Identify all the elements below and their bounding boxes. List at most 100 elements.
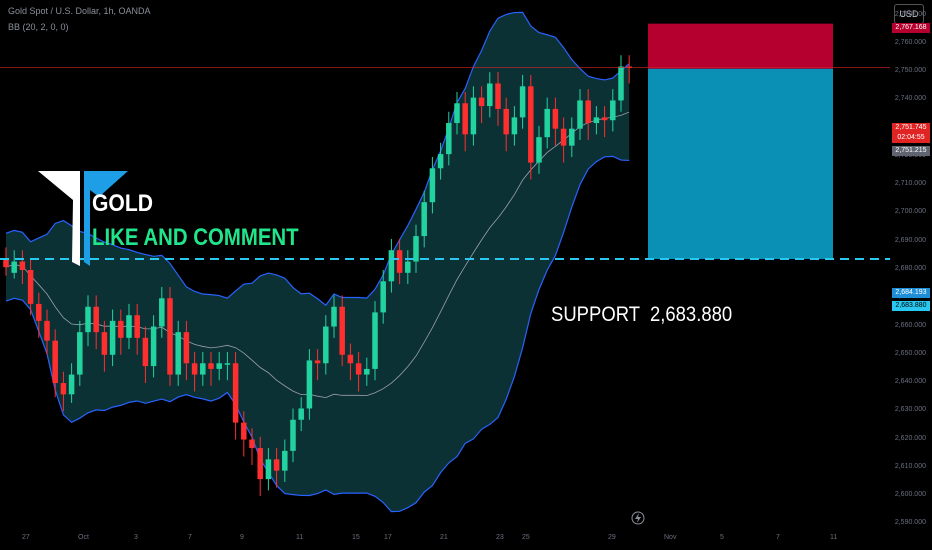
- candle-body: [36, 303, 42, 321]
- candle-body: [323, 326, 329, 364]
- candle-body: [593, 117, 600, 124]
- gold-logo-icon: [38, 171, 128, 266]
- candle-body: [232, 363, 239, 423]
- price-tick: 2,590.000: [894, 519, 926, 527]
- candle-body: [93, 306, 99, 333]
- candle-body: [396, 250, 403, 273]
- candle-body: [306, 360, 313, 409]
- lower-band: [5, 155, 630, 513]
- candle-body: [290, 419, 296, 451]
- candle-body: [544, 108, 550, 138]
- time-tick: 27: [22, 534, 30, 541]
- price-tick: 2,620.000: [894, 434, 926, 442]
- candle-body: [569, 128, 575, 146]
- candle-body: [372, 312, 378, 369]
- candle-body: [19, 261, 26, 270]
- price-tick: 2,690.000: [894, 236, 926, 244]
- candle-body: [175, 332, 181, 375]
- candle-body: [85, 306, 91, 333]
- price-tick: 2,610.000: [894, 462, 926, 470]
- price-tick: 2,760.000: [894, 38, 926, 46]
- candle-body: [134, 315, 140, 338]
- candle-body: [560, 128, 567, 146]
- price-tick: 2,770.000: [894, 10, 926, 18]
- candle-body: [52, 340, 58, 384]
- candle-body: [191, 363, 198, 375]
- candle-body: [11, 261, 17, 273]
- candle-body: [487, 83, 493, 107]
- candle-body: [405, 261, 411, 273]
- alert-icon[interactable]: [631, 511, 645, 525]
- symbol-header: Gold Spot / U.S. Dollar, 1h, OANDA: [8, 6, 151, 16]
- support-value: 2,683.880: [649, 303, 733, 326]
- time-tick: Nov: [664, 534, 677, 541]
- time-tick: 11: [296, 534, 304, 541]
- time-tick: 15: [352, 534, 360, 541]
- candle-body: [167, 298, 173, 375]
- candle-body: [314, 360, 321, 364]
- support-upper-tag: 2,684.193: [892, 288, 930, 298]
- support-annotation: SUPPORT 2,683.880: [551, 303, 732, 327]
- band-fill: [6, 12, 630, 512]
- candle-body: [347, 354, 354, 364]
- indicator-header: BB (20, 2, 0, 0): [8, 22, 69, 32]
- time-tick: 5: [720, 534, 724, 541]
- price-tick: 2,660.000: [894, 321, 926, 329]
- take-profit-zone: [648, 68, 833, 260]
- candle-body: [249, 439, 255, 449]
- candle-body: [478, 97, 485, 107]
- candle-body: [610, 100, 616, 121]
- candlestick-series: [3, 55, 632, 497]
- candle-body: [27, 270, 34, 304]
- candle-body: [470, 97, 477, 135]
- candle-body: [618, 66, 624, 101]
- time-tick: 29: [608, 534, 616, 541]
- risk-reward-zones: [648, 23, 833, 260]
- candle-body: [282, 450, 288, 471]
- candle-body: [126, 315, 132, 338]
- current-price-tag: 2,751.745: [892, 123, 930, 133]
- candle-body: [585, 100, 591, 124]
- candle-body: [273, 459, 280, 471]
- price-tick: 2,740.000: [894, 95, 926, 103]
- candle-body: [437, 154, 444, 169]
- candle-body: [77, 332, 83, 375]
- support-price-tag: 2,683.880: [892, 301, 930, 311]
- candle-body: [519, 86, 526, 118]
- candle-body: [462, 103, 468, 135]
- time-tick: 3: [134, 534, 138, 541]
- candle-body: [388, 250, 395, 282]
- price-tick: 2,700.000: [894, 208, 926, 216]
- countdown-tag: 02:04:55: [892, 133, 930, 143]
- bollinger-bands: [5, 11, 630, 513]
- candle-body: [503, 108, 509, 135]
- candle-body: [298, 408, 304, 420]
- candle-body: [536, 137, 542, 163]
- candle-body: [446, 123, 452, 155]
- candle-body: [60, 383, 67, 395]
- time-tick: 21: [440, 534, 448, 541]
- time-tick: 25: [522, 534, 530, 541]
- candle-body: [413, 236, 419, 262]
- price-levels: [0, 66, 890, 261]
- time-tick: 17: [384, 534, 392, 541]
- candle-body: [601, 117, 608, 121]
- time-tick: 11: [830, 534, 838, 541]
- price-tick: 2,640.000: [894, 378, 926, 386]
- candle-body: [142, 337, 149, 367]
- candle-body: [339, 306, 345, 355]
- candle-body: [364, 368, 370, 375]
- time-tick: Oct: [78, 534, 89, 541]
- candle-body: [265, 459, 272, 480]
- candle-body: [44, 320, 50, 341]
- upper-band: [5, 11, 630, 307]
- price-tick: 2,630.000: [894, 406, 926, 414]
- candle-body: [355, 363, 362, 375]
- candle-body: [528, 86, 534, 163]
- candle-body: [552, 108, 559, 129]
- candle-body: [577, 100, 583, 129]
- candle-body: [495, 83, 501, 109]
- candle-body: [454, 103, 460, 124]
- candle-body: [200, 363, 206, 375]
